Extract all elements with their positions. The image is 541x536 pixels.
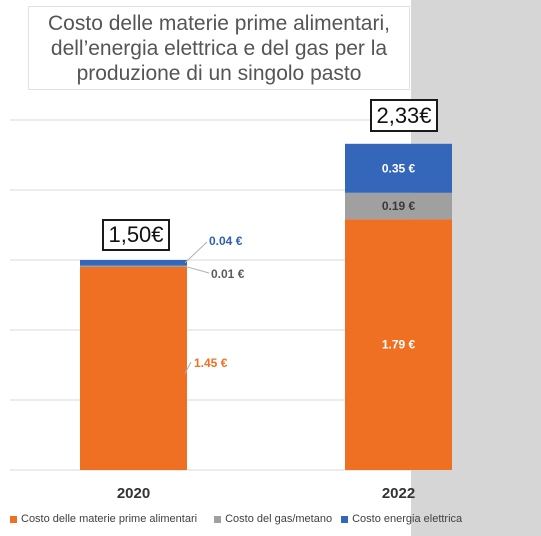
legend-label-gas: Costo del gas/metano <box>225 513 333 525</box>
chart-title: Costo delle materie prime alimentari, de… <box>48 11 390 85</box>
legend-swatch-energia <box>341 515 349 523</box>
bar-segment-2022-1 <box>345 192 452 220</box>
legend-swatch-materie-prime <box>10 515 17 523</box>
bar-segment-2020-2 <box>80 260 187 266</box>
bar-segment-2020-0 <box>80 267 187 470</box>
legend-swatch-gas <box>214 515 222 523</box>
legend-item-gas: Costo del gas/metano <box>214 513 332 525</box>
total-label-2022: 2,33€ <box>370 99 438 132</box>
bar-segment-2022-2 <box>345 143 452 193</box>
bar-segment-2020-1 <box>80 265 187 267</box>
data-label-2022-1: 0.19 € <box>382 199 416 213</box>
chart-legend: Costo delle materie prime alimentari Cos… <box>0 509 541 529</box>
data-label-2020-1: 0.01 € <box>211 267 245 281</box>
data-label-2020-0: 1.45 € <box>194 356 228 370</box>
leader-line-2020-1 <box>184 265 210 274</box>
total-label-2020: 1,50€ <box>102 219 170 251</box>
chart-title-box: Costo delle materie prime alimentari, de… <box>28 6 410 90</box>
data-label-2022-2: 0.35 € <box>382 161 416 175</box>
leader-line-2020-0 <box>184 361 192 374</box>
legend-label-energia: Costo energia elettrica <box>352 513 463 525</box>
leader-line-2020-2 <box>184 241 208 264</box>
data-label-2020-2: 0.04 € <box>209 234 243 248</box>
data-label-2022-0: 1.79 € <box>382 338 416 352</box>
legend-item-energia: Costo energia elettrica <box>341 513 462 525</box>
legend-item-materie-prime: Costo delle materie prime alimentari <box>10 513 197 525</box>
x-tick-label-2022: 2022 <box>382 485 415 502</box>
legend-label-materie-prime: Costo delle materie prime alimentari <box>21 513 198 525</box>
bar-segment-2022-0 <box>345 219 452 470</box>
x-tick-label-2020: 2020 <box>117 485 150 502</box>
